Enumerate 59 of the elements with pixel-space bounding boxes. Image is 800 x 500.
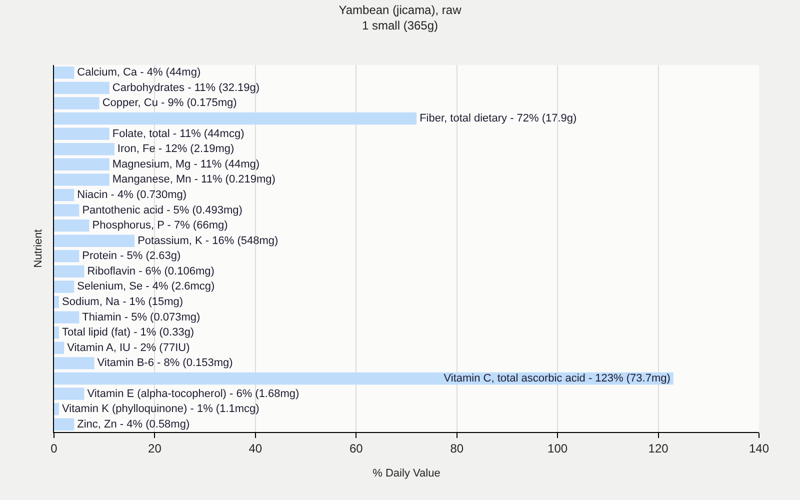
- category-label: Carbohydrates - 11% (32.19g): [112, 82, 260, 94]
- category-label: Calcium, Ca - 4% (44mg): [77, 66, 201, 79]
- category-label: Vitamin B-6 - 8% (0.153mg): [97, 357, 233, 370]
- bar: [54, 204, 80, 216]
- category-label: Selenium, Se - 4% (2.6mcg): [77, 280, 215, 293]
- x-tick-label: 0: [50, 441, 58, 456]
- y-axis-title: Nutrient: [32, 229, 45, 268]
- bar: [54, 142, 114, 156]
- bar: [54, 250, 80, 262]
- bar: [54, 97, 100, 110]
- x-tick-label: 120: [648, 441, 669, 456]
- bar: [54, 311, 80, 324]
- category-label: Niacin - 4% (0.730mg): [77, 188, 187, 201]
- x-tick-label: 100: [548, 441, 568, 456]
- category-label: Magnesium, Mg - 11% (44mg): [112, 158, 260, 170]
- x-tick-label: 80: [450, 441, 464, 456]
- bar: [54, 326, 60, 339]
- category-label: Potassium, K - 16% (548mg): [138, 234, 278, 247]
- chart-title: Yambean (jicama), raw: [338, 3, 462, 17]
- bar: [54, 82, 110, 94]
- chart-subtitle: 1 small (365g): [362, 18, 438, 33]
- bar: [54, 128, 110, 140]
- category-label: Vitamin K (phylloquinone) - 1% (1.1mcg): [62, 403, 260, 416]
- bar: [54, 357, 94, 370]
- category-label: Pantothenic acid - 5% (0.493mg): [82, 204, 242, 216]
- category-label: Sodium, Na - 1% (15mg): [62, 296, 184, 308]
- category-label: Copper, Cu - 9% (0.175mg): [102, 97, 237, 110]
- category-label: Iron, Fe - 12% (2.19mg): [117, 143, 234, 156]
- bar: [54, 112, 417, 125]
- x-tick-label: 60: [349, 441, 364, 456]
- category-label: Fiber, total dietary - 72% (17.9g): [420, 112, 577, 125]
- category-label: Vitamin C, total ascorbic acid - 123% (73.7mg): [444, 372, 670, 384]
- category-label: Zinc, Zn - 4% (0.58mg): [77, 418, 190, 430]
- category-label: Protein - 5% (2.63g): [82, 250, 181, 262]
- x-axis-title: % Daily Value: [372, 468, 440, 480]
- bar: [54, 174, 110, 186]
- bar: [54, 418, 74, 430]
- category-label: Thiamin - 5% (0.073mg): [82, 311, 200, 324]
- bar: [54, 158, 110, 171]
- category-label: Riboflavin - 6% (0.106mg): [87, 265, 214, 278]
- bar: [54, 234, 135, 247]
- bar: [54, 296, 60, 308]
- bar: [54, 219, 90, 232]
- category-label: Manganese, Mn - 11% (0.219mg): [112, 174, 276, 186]
- bar: [54, 388, 84, 400]
- bar: [54, 280, 74, 293]
- bar: [54, 66, 74, 79]
- x-tick-label: 20: [148, 441, 162, 456]
- category-label: Phosphorus, P - 7% (66mg): [92, 220, 228, 232]
- x-tick-label: 140: [748, 441, 770, 456]
- x-tick-label: 40: [248, 441, 262, 456]
- bar: [54, 188, 74, 202]
- category-label: Total lipid (fat) - 1% (0.33g): [62, 326, 194, 339]
- category-label: Vitamin E (alpha-tocopherol) - 6% (1.68mg): [87, 388, 300, 400]
- category-label: Folate, total - 11% (44mcg): [112, 128, 244, 140]
- bar: [54, 402, 60, 416]
- bar: [54, 265, 84, 278]
- bar: [54, 342, 64, 354]
- category-label: Vitamin A, IU - 2% (77IU): [67, 342, 190, 354]
